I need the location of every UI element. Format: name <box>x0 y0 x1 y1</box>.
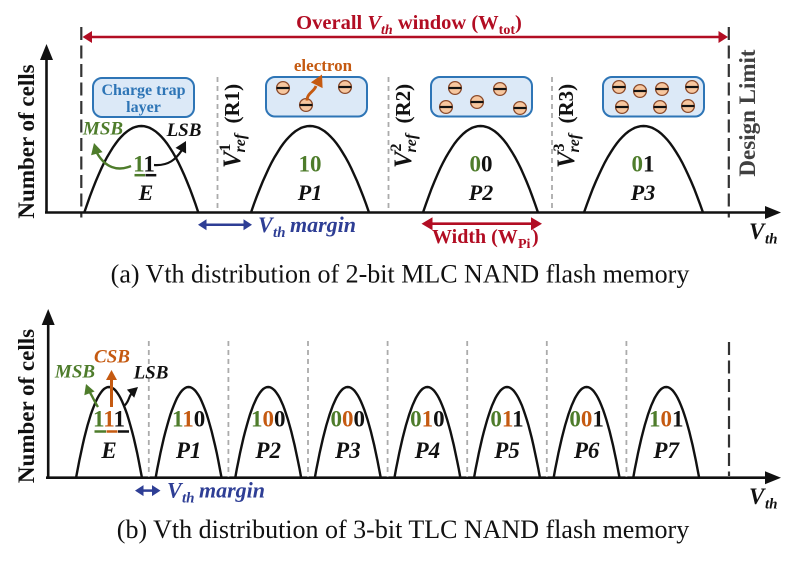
svg-text:011: 011 <box>490 407 523 432</box>
svg-text:electron: electron <box>294 56 353 75</box>
svg-text:margin: margin <box>290 212 356 237</box>
svg-text:110: 110 <box>172 407 205 432</box>
svg-text:111: 111 <box>93 407 125 432</box>
svg-text:000: 000 <box>331 407 366 432</box>
svg-text:margin: margin <box>199 478 265 503</box>
svg-text:LSB: LSB <box>133 363 169 384</box>
svg-text:01: 01 <box>632 152 655 177</box>
svg-text:P2: P2 <box>468 180 493 205</box>
svg-text:V: V <box>258 212 275 237</box>
svg-text:MSB: MSB <box>54 362 95 383</box>
svg-text:th: th <box>273 225 286 241</box>
svg-text:00: 00 <box>470 152 493 177</box>
svg-text:MSB: MSB <box>82 119 123 140</box>
svg-text:th: th <box>765 497 778 513</box>
svg-text:010: 010 <box>410 407 445 432</box>
svg-text:10: 10 <box>299 152 322 177</box>
svg-text:V: V <box>167 478 184 503</box>
svg-text:Design Limit: Design Limit <box>735 49 760 176</box>
svg-text:P6: P6 <box>573 438 600 463</box>
svg-text:Overall Vth window (Wtot): Overall Vth window (Wtot) <box>296 12 522 38</box>
svg-text:100: 100 <box>251 407 286 432</box>
svg-text:V1ref (R1): V1ref (R1) <box>217 84 249 168</box>
svg-text:V: V <box>749 484 766 509</box>
svg-text:P4: P4 <box>414 438 441 463</box>
svg-text:th: th <box>765 232 778 248</box>
svg-text:E: E <box>100 438 116 463</box>
svg-text:layer: layer <box>126 99 161 116</box>
svg-text:11: 11 <box>133 152 155 177</box>
svg-text:E: E <box>138 180 154 205</box>
svg-text:th: th <box>182 491 195 507</box>
svg-text:101: 101 <box>649 407 684 432</box>
svg-text:P5: P5 <box>493 438 520 463</box>
svg-text:Pi: Pi <box>518 237 531 252</box>
svg-text:(a) Vth distribution of 2-bit: (a) Vth distribution of 2-bit MLC NAND f… <box>111 260 690 289</box>
svg-text:P1: P1 <box>175 438 202 463</box>
svg-text:(b) Vth distribution of 3-bit: (b) Vth distribution of 3-bit TLC NAND f… <box>117 515 689 544</box>
svg-text:Number of cells: Number of cells <box>14 64 39 218</box>
svg-text:P2: P2 <box>254 438 281 463</box>
svg-text:Number of cells: Number of cells <box>14 329 39 483</box>
svg-text:001: 001 <box>569 407 604 432</box>
svg-text:V3ref (R3): V3ref (R3) <box>551 84 583 168</box>
svg-text:P7: P7 <box>652 438 680 463</box>
svg-text:): ) <box>532 226 539 248</box>
svg-text:Width (W: Width (W <box>432 226 518 248</box>
svg-text:V: V <box>749 219 766 244</box>
svg-text:P3: P3 <box>630 180 655 205</box>
svg-text:V2ref (R2): V2ref (R2) <box>388 84 420 168</box>
svg-text:P1: P1 <box>297 180 322 205</box>
svg-text:CSB: CSB <box>94 347 130 368</box>
svg-text:Charge trap: Charge trap <box>102 82 186 99</box>
svg-text:P3: P3 <box>334 438 361 463</box>
svg-text:LSB: LSB <box>166 120 202 141</box>
